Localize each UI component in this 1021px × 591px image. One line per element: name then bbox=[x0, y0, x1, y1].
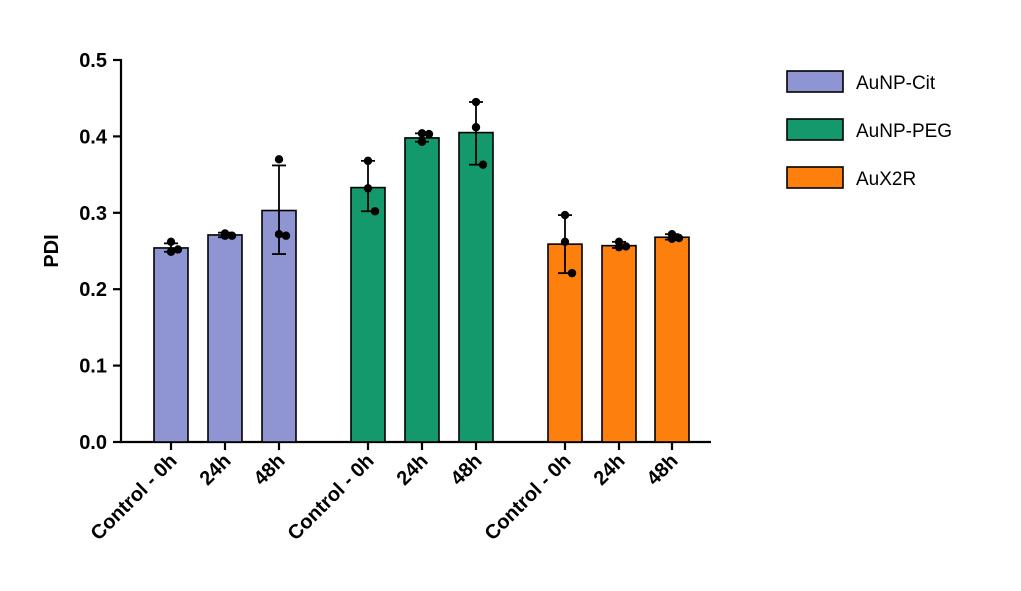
data-point bbox=[621, 242, 631, 251]
data-point bbox=[274, 229, 284, 239]
data-point bbox=[471, 123, 481, 132]
y-tick-label: 0.1 bbox=[79, 356, 107, 378]
legend: AuNP-Cit AuNP-PEG AuX2R bbox=[786, 70, 952, 190]
y-tick-label: 0.3 bbox=[79, 203, 107, 225]
legend-swatch bbox=[786, 70, 844, 93]
data-point bbox=[363, 184, 373, 193]
x-tick-label: Control - 0h bbox=[87, 450, 182, 545]
x-tick-label: 24h bbox=[590, 450, 630, 490]
data-point bbox=[370, 207, 380, 216]
bar bbox=[654, 236, 690, 443]
bar bbox=[404, 137, 440, 443]
data-point bbox=[363, 156, 373, 166]
data-point bbox=[166, 237, 176, 247]
data-point bbox=[424, 129, 434, 139]
y-axis-title: PDI bbox=[41, 234, 63, 267]
data-points bbox=[166, 97, 684, 278]
data-point bbox=[614, 242, 624, 252]
data-point bbox=[281, 231, 291, 240]
data-point bbox=[560, 237, 570, 247]
y-tick-label: 0.5 bbox=[79, 50, 107, 72]
x-tick-label: 24h bbox=[393, 450, 433, 490]
bar bbox=[547, 243, 583, 443]
data-point bbox=[417, 129, 427, 138]
bars bbox=[153, 131, 690, 443]
legend-swatch bbox=[786, 118, 844, 141]
bar bbox=[153, 247, 189, 443]
legend-label: AuX2R bbox=[856, 169, 916, 190]
data-point bbox=[417, 137, 427, 146]
bar bbox=[350, 186, 386, 443]
x-tick-label: Control - 0h bbox=[284, 450, 379, 545]
data-point bbox=[471, 97, 481, 107]
data-point bbox=[173, 245, 183, 254]
x-tick-label: 48h bbox=[643, 450, 683, 490]
data-point bbox=[667, 234, 677, 243]
data-point bbox=[166, 247, 176, 256]
x-tick-label: 48h bbox=[447, 450, 487, 490]
x-tick-label: Control - 0h bbox=[481, 450, 576, 545]
y-tick-label: 0.4 bbox=[79, 126, 108, 148]
bar bbox=[207, 234, 243, 443]
data-point bbox=[567, 268, 577, 278]
data-point bbox=[478, 160, 488, 169]
data-point bbox=[220, 231, 230, 240]
x-tick-label: 48h bbox=[250, 450, 290, 490]
bar bbox=[601, 244, 637, 443]
data-point bbox=[227, 231, 237, 240]
bar bbox=[458, 131, 494, 443]
y-axis: 0.0 0.1 0.2 0.3 0.4 0.5 bbox=[79, 50, 123, 454]
x-tick-label: 24h bbox=[196, 450, 236, 490]
y-tick-label: 0.2 bbox=[79, 279, 107, 301]
legend-swatch bbox=[786, 166, 844, 189]
legend-label: AuNP-Cit bbox=[856, 73, 936, 94]
data-point bbox=[274, 155, 284, 164]
data-point bbox=[674, 233, 684, 243]
legend-label: AuNP-PEG bbox=[856, 121, 952, 142]
y-tick-label: 0.0 bbox=[79, 432, 107, 454]
data-point bbox=[560, 210, 570, 220]
